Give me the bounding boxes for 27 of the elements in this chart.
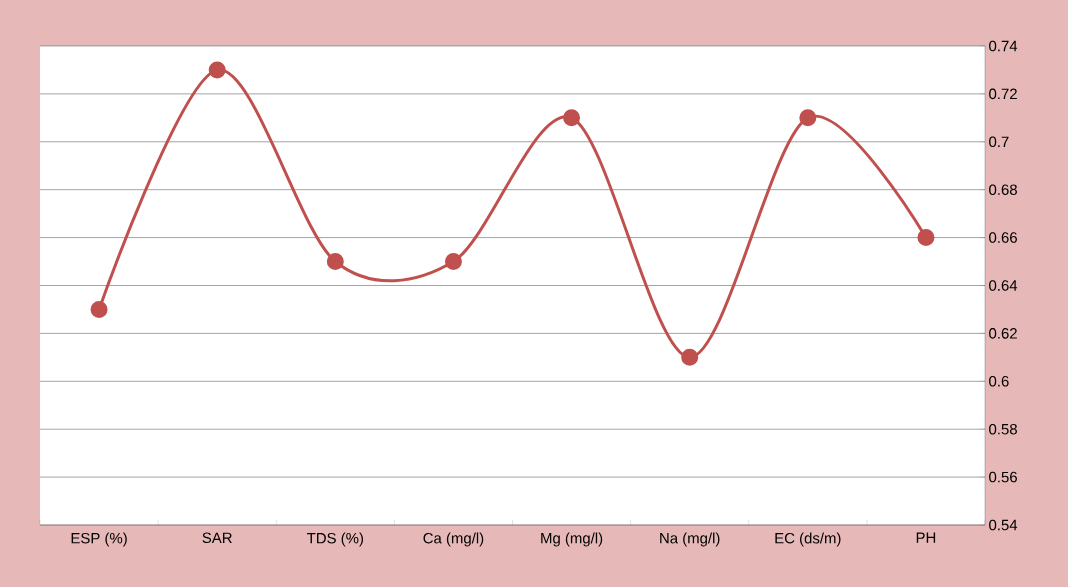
- x-tick-label: PH: [916, 532, 936, 543]
- point: [326, 253, 344, 271]
- point: [681, 348, 699, 366]
- y-tick-label: 0.64: [989, 280, 1018, 291]
- y-tick-label: 0.58: [989, 423, 1017, 435]
- point: [444, 253, 462, 271]
- x-tick-label: Na (mg/l): [660, 532, 720, 547]
- y-tick-label: 0.6: [989, 375, 1009, 387]
- x-tick-label: SAR: [202, 532, 232, 544]
- x-tick-label: Ca (mg/l): [423, 532, 484, 547]
- x-tick-label: Mg (mg/l): [541, 532, 603, 547]
- y-tick-label: 0.54: [989, 519, 1018, 531]
- x-tick-label: ESP (%): [71, 532, 127, 547]
- point: [208, 61, 226, 79]
- y-tick-label: 0.72: [989, 88, 1017, 100]
- point: [799, 109, 817, 127]
- y-tick-label: 0.62: [989, 328, 1017, 339]
- x-tick-label: EC (ds/m): [775, 532, 841, 547]
- y-tick-label: 0.74: [989, 40, 1018, 52]
- point: [917, 229, 935, 247]
- point: [563, 109, 581, 127]
- point: [90, 300, 108, 318]
- y-tick-label: 0.7: [989, 136, 1009, 148]
- x-tick-label: TDS (%): [307, 532, 364, 547]
- y-tick-label: 0.66: [989, 232, 1017, 243]
- y-tick-label: 0.56: [989, 471, 1017, 483]
- y-tick-label: 0.68: [989, 184, 1017, 195]
